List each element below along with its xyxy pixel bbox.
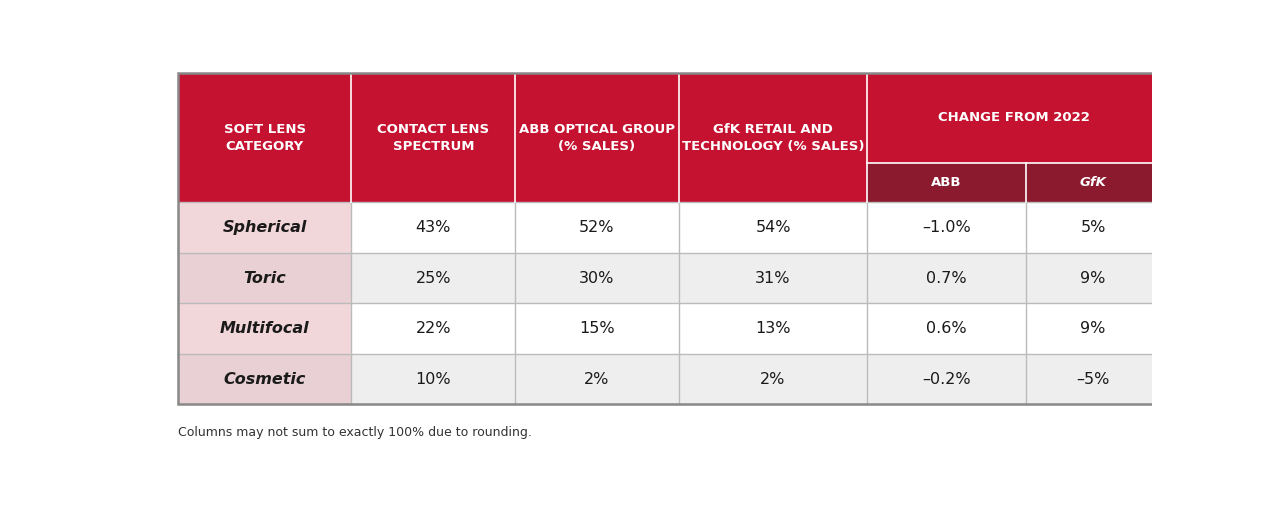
Bar xyxy=(678,202,868,253)
Text: 2%: 2% xyxy=(760,372,786,387)
Bar xyxy=(678,253,868,304)
Bar xyxy=(352,304,515,354)
Text: 31%: 31% xyxy=(755,271,791,286)
Text: –1.0%: –1.0% xyxy=(923,220,972,235)
Bar xyxy=(178,202,352,253)
Bar xyxy=(1027,202,1160,253)
Text: Columns may not sum to exactly 100% due to rounding.: Columns may not sum to exactly 100% due … xyxy=(178,425,531,438)
Bar xyxy=(352,202,515,253)
Bar xyxy=(1027,253,1160,304)
Bar xyxy=(515,354,678,404)
Bar xyxy=(515,163,678,202)
Text: GfK RETAIL AND
TECHNOLOGY (% SALES): GfK RETAIL AND TECHNOLOGY (% SALES) xyxy=(682,123,864,153)
Text: 13%: 13% xyxy=(755,321,791,336)
Text: 25%: 25% xyxy=(416,271,451,286)
Text: 9%: 9% xyxy=(1080,271,1106,286)
Text: 5%: 5% xyxy=(1080,220,1106,235)
Text: ABB: ABB xyxy=(932,176,961,189)
Bar xyxy=(678,163,868,202)
Text: ABB OPTICAL GROUP
(% SALES): ABB OPTICAL GROUP (% SALES) xyxy=(518,123,675,153)
Bar xyxy=(868,163,1027,202)
Text: 9%: 9% xyxy=(1080,321,1106,336)
Text: GfK: GfK xyxy=(1079,176,1106,189)
Text: CHANGE FROM 2022: CHANGE FROM 2022 xyxy=(938,112,1089,124)
Bar xyxy=(868,253,1027,304)
Bar xyxy=(1027,163,1160,202)
Text: 10%: 10% xyxy=(416,372,451,387)
Text: 2%: 2% xyxy=(584,372,609,387)
Text: 43%: 43% xyxy=(416,220,451,235)
Text: Cosmetic: Cosmetic xyxy=(224,372,306,387)
Text: 15%: 15% xyxy=(579,321,614,336)
Text: 30%: 30% xyxy=(580,271,614,286)
Text: SOFT LENS
CATEGORY: SOFT LENS CATEGORY xyxy=(224,123,306,153)
Text: Toric: Toric xyxy=(243,271,285,286)
Bar xyxy=(178,253,352,304)
Bar xyxy=(1027,354,1160,404)
Bar xyxy=(178,73,1160,163)
Bar xyxy=(352,354,515,404)
Text: –0.2%: –0.2% xyxy=(923,372,972,387)
Bar xyxy=(178,73,1160,404)
Text: –5%: –5% xyxy=(1076,372,1110,387)
Bar xyxy=(678,354,868,404)
Bar xyxy=(1027,304,1160,354)
Bar xyxy=(352,163,515,202)
Bar xyxy=(868,304,1027,354)
Text: 0.6%: 0.6% xyxy=(927,321,966,336)
Text: 54%: 54% xyxy=(755,220,791,235)
Bar xyxy=(678,304,868,354)
Text: Spherical: Spherical xyxy=(223,220,307,235)
Bar xyxy=(178,163,352,202)
Text: 52%: 52% xyxy=(580,220,614,235)
Bar xyxy=(515,202,678,253)
Bar xyxy=(515,253,678,304)
Text: 0.7%: 0.7% xyxy=(927,271,966,286)
Bar xyxy=(352,253,515,304)
Bar xyxy=(178,354,352,404)
Text: Multifocal: Multifocal xyxy=(220,321,310,336)
Text: CONTACT LENS
SPECTRUM: CONTACT LENS SPECTRUM xyxy=(378,123,489,153)
Text: 22%: 22% xyxy=(416,321,451,336)
Bar xyxy=(868,202,1027,253)
Bar xyxy=(868,354,1027,404)
Bar xyxy=(515,304,678,354)
Bar xyxy=(178,304,352,354)
